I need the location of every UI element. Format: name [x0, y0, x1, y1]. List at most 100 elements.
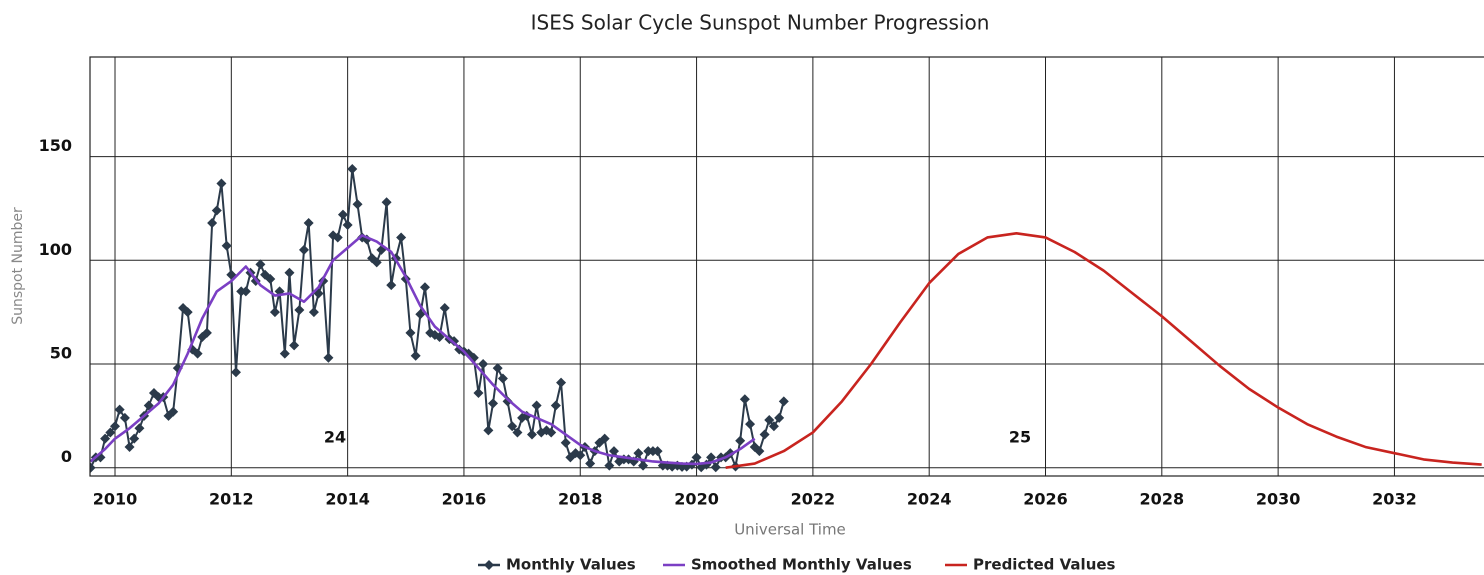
data-point [604, 460, 615, 471]
x-tick-label: 2020 [674, 490, 719, 509]
x-tick-label: 2026 [1023, 490, 1068, 509]
x-tick-label: 2016 [442, 490, 487, 509]
data-point [110, 421, 121, 432]
data-point [284, 267, 295, 278]
y-tick-label: 0 [61, 447, 72, 466]
data-point [396, 232, 407, 243]
data-point [526, 429, 537, 440]
data-point [502, 396, 513, 407]
data-point [134, 423, 145, 434]
data-point [230, 367, 241, 378]
y-axis-title: Sunspot Number [10, 207, 26, 325]
annotation: 25 [1009, 428, 1031, 447]
data-point [419, 282, 430, 293]
data-point [608, 446, 619, 457]
data-point [507, 421, 518, 432]
x-axis-title: Universal Time [734, 521, 846, 539]
data-point [119, 412, 130, 423]
data-point [691, 452, 702, 463]
data-point [192, 348, 203, 359]
data-point [332, 232, 343, 243]
data-point [279, 348, 290, 359]
data-point [105, 427, 116, 438]
data-point [599, 433, 610, 444]
data-point [90, 462, 96, 473]
data-point [381, 197, 392, 208]
data-point [768, 421, 779, 432]
plot-frame [89, 56, 1484, 477]
x-tick-label: 2018 [558, 490, 603, 509]
data-point [269, 307, 280, 318]
data-point [710, 462, 721, 473]
data-point [221, 240, 232, 251]
y-tick-label: 150 [39, 136, 72, 155]
data-point [255, 259, 266, 270]
data-point [265, 273, 276, 284]
data-point [778, 396, 789, 407]
data-point [303, 217, 314, 228]
data-point [323, 352, 334, 363]
data-point [371, 257, 382, 268]
data-point [556, 377, 567, 388]
grid [90, 57, 1484, 476]
data-point [211, 205, 222, 216]
data-point [434, 332, 445, 343]
data-point [512, 427, 523, 438]
series-line [90, 168, 785, 469]
data-point [294, 305, 305, 316]
data-point [337, 209, 348, 220]
y-tick-label: 100 [39, 240, 72, 259]
annotation: 24 [324, 428, 346, 447]
legend-label: Monthly Values [506, 556, 636, 574]
x-tick-label: 2022 [791, 490, 836, 509]
data-point [386, 280, 397, 291]
legend: Monthly Values Smoothed Monthly Values Pre… [478, 556, 1116, 574]
data-point [240, 286, 251, 297]
data-point [347, 164, 358, 175]
data-point [299, 244, 310, 255]
data-point [182, 307, 193, 318]
legend-marker [484, 560, 494, 570]
chart-title: ISES Solar Cycle Sunspot Number Progress… [531, 11, 990, 35]
data-point [546, 427, 557, 438]
data-point [492, 363, 503, 374]
data-point [575, 450, 586, 461]
data-point [478, 358, 489, 369]
x-tick-label: 2012 [209, 490, 254, 509]
x-tick-label: 2032 [1372, 490, 1417, 509]
data-point [706, 452, 717, 463]
data-point [745, 419, 756, 430]
data-point [129, 433, 140, 444]
data-point [497, 373, 508, 384]
series-line [725, 232, 1482, 469]
data-point [100, 433, 111, 444]
data-point [633, 448, 644, 459]
data-point [207, 217, 218, 228]
data-point [342, 220, 353, 231]
x-tick-label: 2028 [1140, 490, 1185, 509]
data-point [488, 398, 499, 409]
data-point [439, 302, 450, 313]
data-point [754, 446, 765, 457]
plot-area [90, 164, 1482, 473]
data-point [483, 425, 494, 436]
data-point [168, 406, 179, 417]
x-tick-label: 2030 [1256, 490, 1301, 509]
x-tick-label: 2014 [325, 490, 370, 509]
series-line [90, 234, 756, 466]
data-point [638, 460, 649, 471]
data-point [352, 199, 363, 210]
data-point [739, 394, 750, 405]
legend-label: Smoothed Monthly Values [691, 556, 912, 574]
data-point [405, 327, 416, 338]
data-point [216, 178, 227, 189]
data-point [143, 400, 154, 411]
data-point [764, 414, 775, 425]
data-point [410, 350, 421, 361]
data-point [759, 429, 770, 440]
data-point [114, 404, 125, 415]
x-tick-label: 2010 [93, 490, 138, 509]
data-point [289, 340, 300, 351]
data-point [774, 412, 785, 423]
